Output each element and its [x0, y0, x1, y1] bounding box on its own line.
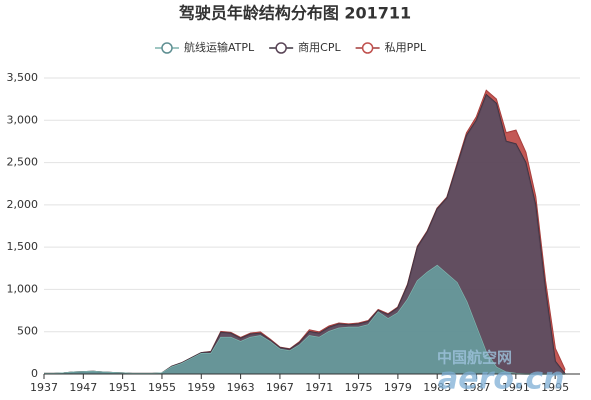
- x-tick-label: 1963: [227, 381, 255, 394]
- area: [44, 94, 565, 375]
- area: [44, 265, 565, 374]
- y-tick-label: 500: [17, 325, 38, 338]
- y-tick-label: 0: [31, 367, 38, 380]
- x-tick-label: 1983: [423, 381, 451, 394]
- x-tick-label: 1937: [30, 381, 58, 394]
- x-tick-label: 1955: [148, 381, 176, 394]
- legend-label: 私用PPL: [385, 41, 427, 54]
- legend-icon: [361, 42, 374, 54]
- x-tick-label: 1979: [384, 381, 412, 394]
- x-tick-label: 1951: [109, 381, 137, 394]
- legend-icon: [161, 42, 173, 54]
- x-tick-label: 1987: [463, 381, 491, 394]
- x-tick-label: 1947: [69, 381, 97, 394]
- x-tick-label: 1991: [502, 381, 530, 394]
- legend-icon: [275, 42, 287, 54]
- y-tick-label: 1,500: [7, 240, 39, 253]
- y-tick-label: 1,000: [7, 282, 39, 295]
- x-tick-label: 1971: [305, 381, 333, 394]
- y-tick-label: 2,500: [7, 156, 39, 169]
- x-tick-label: 1959: [187, 381, 215, 394]
- x-tick-label: 1995: [541, 381, 569, 394]
- watermark: aero.cn: [438, 362, 565, 397]
- legend-label: 航线运输ATPL: [184, 40, 255, 54]
- y-tick-label: 2,000: [7, 198, 39, 211]
- watermark: 中国航空网: [437, 349, 512, 367]
- x-tick-label: 1967: [266, 381, 294, 394]
- legend-label: 商用CPL: [298, 40, 341, 54]
- y-tick-label: 3,000: [7, 113, 39, 126]
- chart-title: 驾驶员年龄结构分布图 201711: [178, 4, 411, 23]
- x-tick-label: 1975: [345, 381, 373, 394]
- y-tick-label: 3,500: [7, 71, 39, 84]
